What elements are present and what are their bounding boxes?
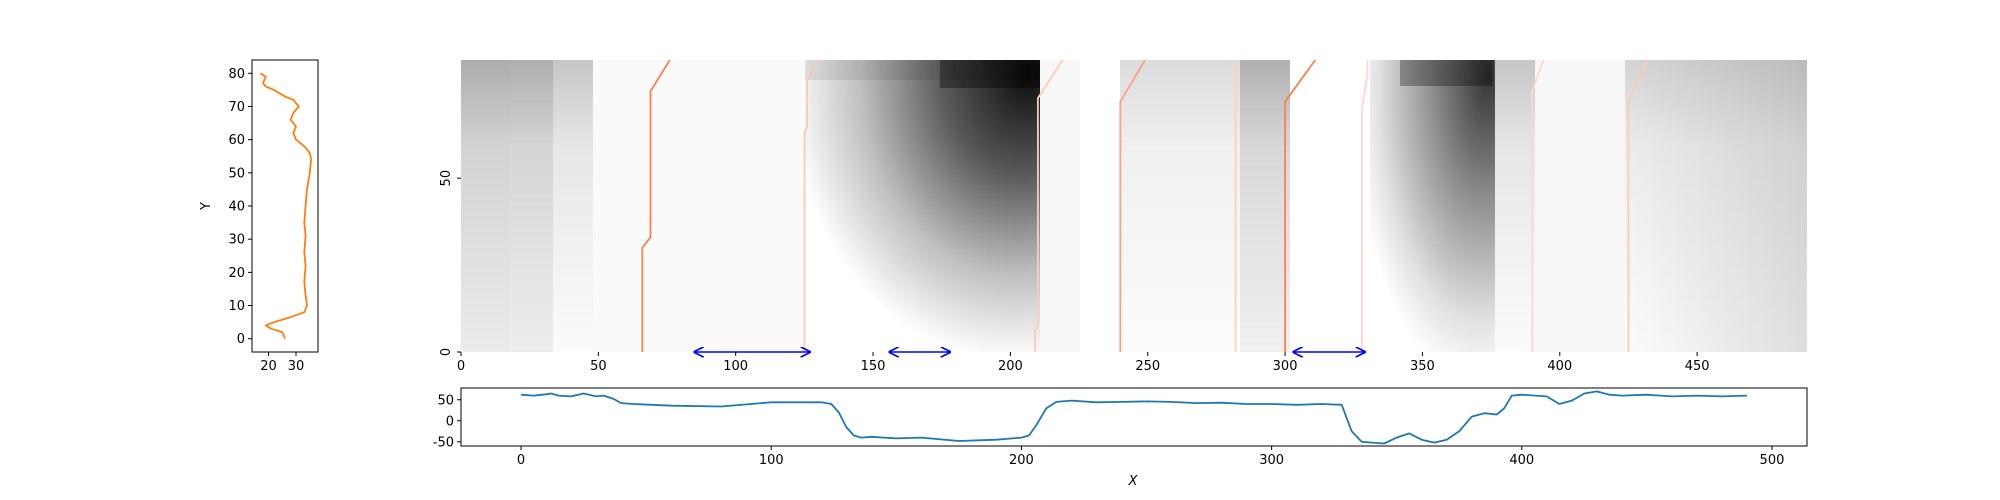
heatmap-xtick-label: 400 <box>1547 359 1572 374</box>
boundary-lines <box>641 60 1649 352</box>
y-profile-ytick-label: 60 <box>228 133 245 148</box>
heatmap-ytick-label: 50 <box>439 170 454 187</box>
x-profile-xtick-label: 0 <box>517 453 525 468</box>
y-profile-ytick-label: 0 <box>237 332 245 347</box>
x-profile-ytick-label: -50 <box>433 435 454 450</box>
heatmap-panel: 0 50 100 150 200 250 300 350 400 450 0 50 <box>439 60 1807 374</box>
y-profile-ytick-label: 30 <box>228 233 245 248</box>
heatmap-xtick-label: 450 <box>1685 359 1710 374</box>
heatmap-image <box>461 60 1807 352</box>
heatmap-xtick-label: 250 <box>1135 359 1160 374</box>
boundary-line <box>803 60 819 352</box>
boundary-line <box>1361 60 1369 352</box>
x-profile-series <box>520 390 1748 445</box>
y-profile-ytick-label: 80 <box>228 67 245 82</box>
heatmap-xtick-label: 150 <box>861 359 886 374</box>
x-profile-xlabel: X <box>1128 474 1139 489</box>
x-profile-ytick-label: 50 <box>437 393 454 408</box>
boundary-line <box>1627 60 1649 352</box>
heatmap-ticks: 0 50 100 150 200 250 300 350 400 450 0 50 <box>439 170 1710 374</box>
x-profile-xtick-label: 300 <box>1259 453 1284 468</box>
x-profile-xtick-label: 400 <box>1509 453 1534 468</box>
y-profile-ylabel: Y <box>199 202 214 211</box>
x-profile-ytick-label: 0 <box>446 414 454 429</box>
heatmap-xtick-label: 300 <box>1273 359 1298 374</box>
heatmap-ytick-label: 0 <box>439 348 454 356</box>
boundary-line <box>1531 60 1545 352</box>
y-profile-ytick-label: 70 <box>228 100 245 115</box>
x-profile-panel: 0 100 200 300 400 500 -50 0 50 X <box>433 387 1808 489</box>
y-profile-ytick-label: 10 <box>228 299 245 314</box>
x-profile-xtick-label: 500 <box>1760 453 1785 468</box>
x-profile-xtick-label: 200 <box>1009 453 1034 468</box>
boundary-line <box>1119 60 1146 352</box>
y-profile-ticks: 0 10 20 30 40 50 60 70 80 20 30 <box>228 67 304 374</box>
y-profile-ytick-label: 20 <box>228 266 245 281</box>
heatmap-xtick-label: 0 <box>457 359 465 374</box>
heatmap-xtick-label: 50 <box>590 359 607 374</box>
y-profile-line <box>259 72 313 340</box>
x-profile-xtick-label: 100 <box>759 453 784 468</box>
y-profile-xtick-label: 20 <box>260 359 277 374</box>
y-profile-axes-frame <box>251 59 319 353</box>
y-profile-panel: 0 10 20 30 40 50 60 70 80 20 30 Y <box>199 59 319 374</box>
heatmap-xtick-label: 100 <box>723 359 748 374</box>
boundary-line <box>1034 60 1064 352</box>
y-profile-series <box>259 72 313 340</box>
x-profile-line <box>520 390 1748 445</box>
boundary-line <box>1284 60 1317 352</box>
boundary-line <box>641 60 671 352</box>
y-profile-ytick-label: 50 <box>228 166 245 181</box>
y-profile-ytick-label: 40 <box>228 200 245 215</box>
x-profile-ticks: 0 100 200 300 400 500 -50 0 50 <box>433 393 1785 468</box>
heatmap-xtick-label: 350 <box>1410 359 1435 374</box>
y-profile-xtick-label: 30 <box>288 359 305 374</box>
x-profile-axes-frame <box>460 387 1808 447</box>
heatmap-xtick-label: 200 <box>998 359 1023 374</box>
